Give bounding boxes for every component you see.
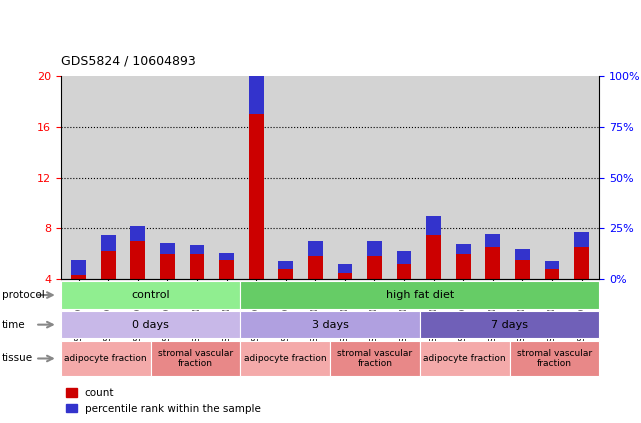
Text: stromal vascular
fraction: stromal vascular fraction [158,349,233,368]
Bar [101,251,115,279]
Bar [71,275,86,279]
Bar [515,260,530,279]
Bar [240,341,330,376]
Bar [367,241,382,256]
Bar [101,235,115,251]
Text: adipocyte fraction: adipocyte fraction [424,354,506,363]
Bar [61,311,240,338]
Text: adipocyte fraction: adipocyte fraction [65,354,147,363]
Bar [485,234,500,247]
Bar [308,241,322,256]
Text: adipocyte fraction: adipocyte fraction [244,354,326,363]
Bar [278,261,293,269]
Bar [426,217,441,235]
Text: 0 days: 0 days [132,320,169,330]
Bar [515,249,530,260]
Text: high fat diet: high fat diet [386,290,454,300]
Bar [278,269,293,279]
Bar [574,232,589,247]
Bar [338,273,353,279]
Bar [240,311,420,338]
Bar [330,341,420,376]
Bar [367,256,382,279]
Bar [71,260,86,275]
Text: time: time [2,320,26,330]
Text: tissue: tissue [2,354,33,363]
Bar [308,256,322,279]
Bar [574,247,589,279]
Bar [545,269,560,279]
Bar [240,281,599,309]
Bar [219,260,234,279]
Bar [61,281,240,309]
Text: GDS5824 / 10604893: GDS5824 / 10604893 [61,55,196,68]
Bar [190,244,204,254]
Bar [420,311,599,338]
Text: stromal vascular
fraction: stromal vascular fraction [337,349,413,368]
Text: control: control [131,290,170,300]
Bar [510,341,599,376]
Bar [397,264,412,279]
Bar [151,341,240,376]
Text: stromal vascular
fraction: stromal vascular fraction [517,349,592,368]
Bar [160,243,175,254]
Text: 7 days: 7 days [491,320,528,330]
Bar [545,261,560,269]
Bar [130,226,146,241]
Text: protocol: protocol [2,290,45,300]
Bar [397,251,412,264]
Bar [420,341,510,376]
Bar [160,254,175,279]
Bar [249,25,263,114]
Bar [485,247,500,279]
Bar [130,241,146,279]
Legend: count, percentile rank within the sample: count, percentile rank within the sample [66,388,261,414]
Bar [190,254,204,279]
Bar [456,244,470,254]
Bar [456,254,470,279]
Bar [338,264,353,273]
Bar [61,341,151,376]
Bar [249,114,263,279]
Text: 3 days: 3 days [312,320,349,330]
Bar [219,253,234,260]
Bar [426,235,441,279]
